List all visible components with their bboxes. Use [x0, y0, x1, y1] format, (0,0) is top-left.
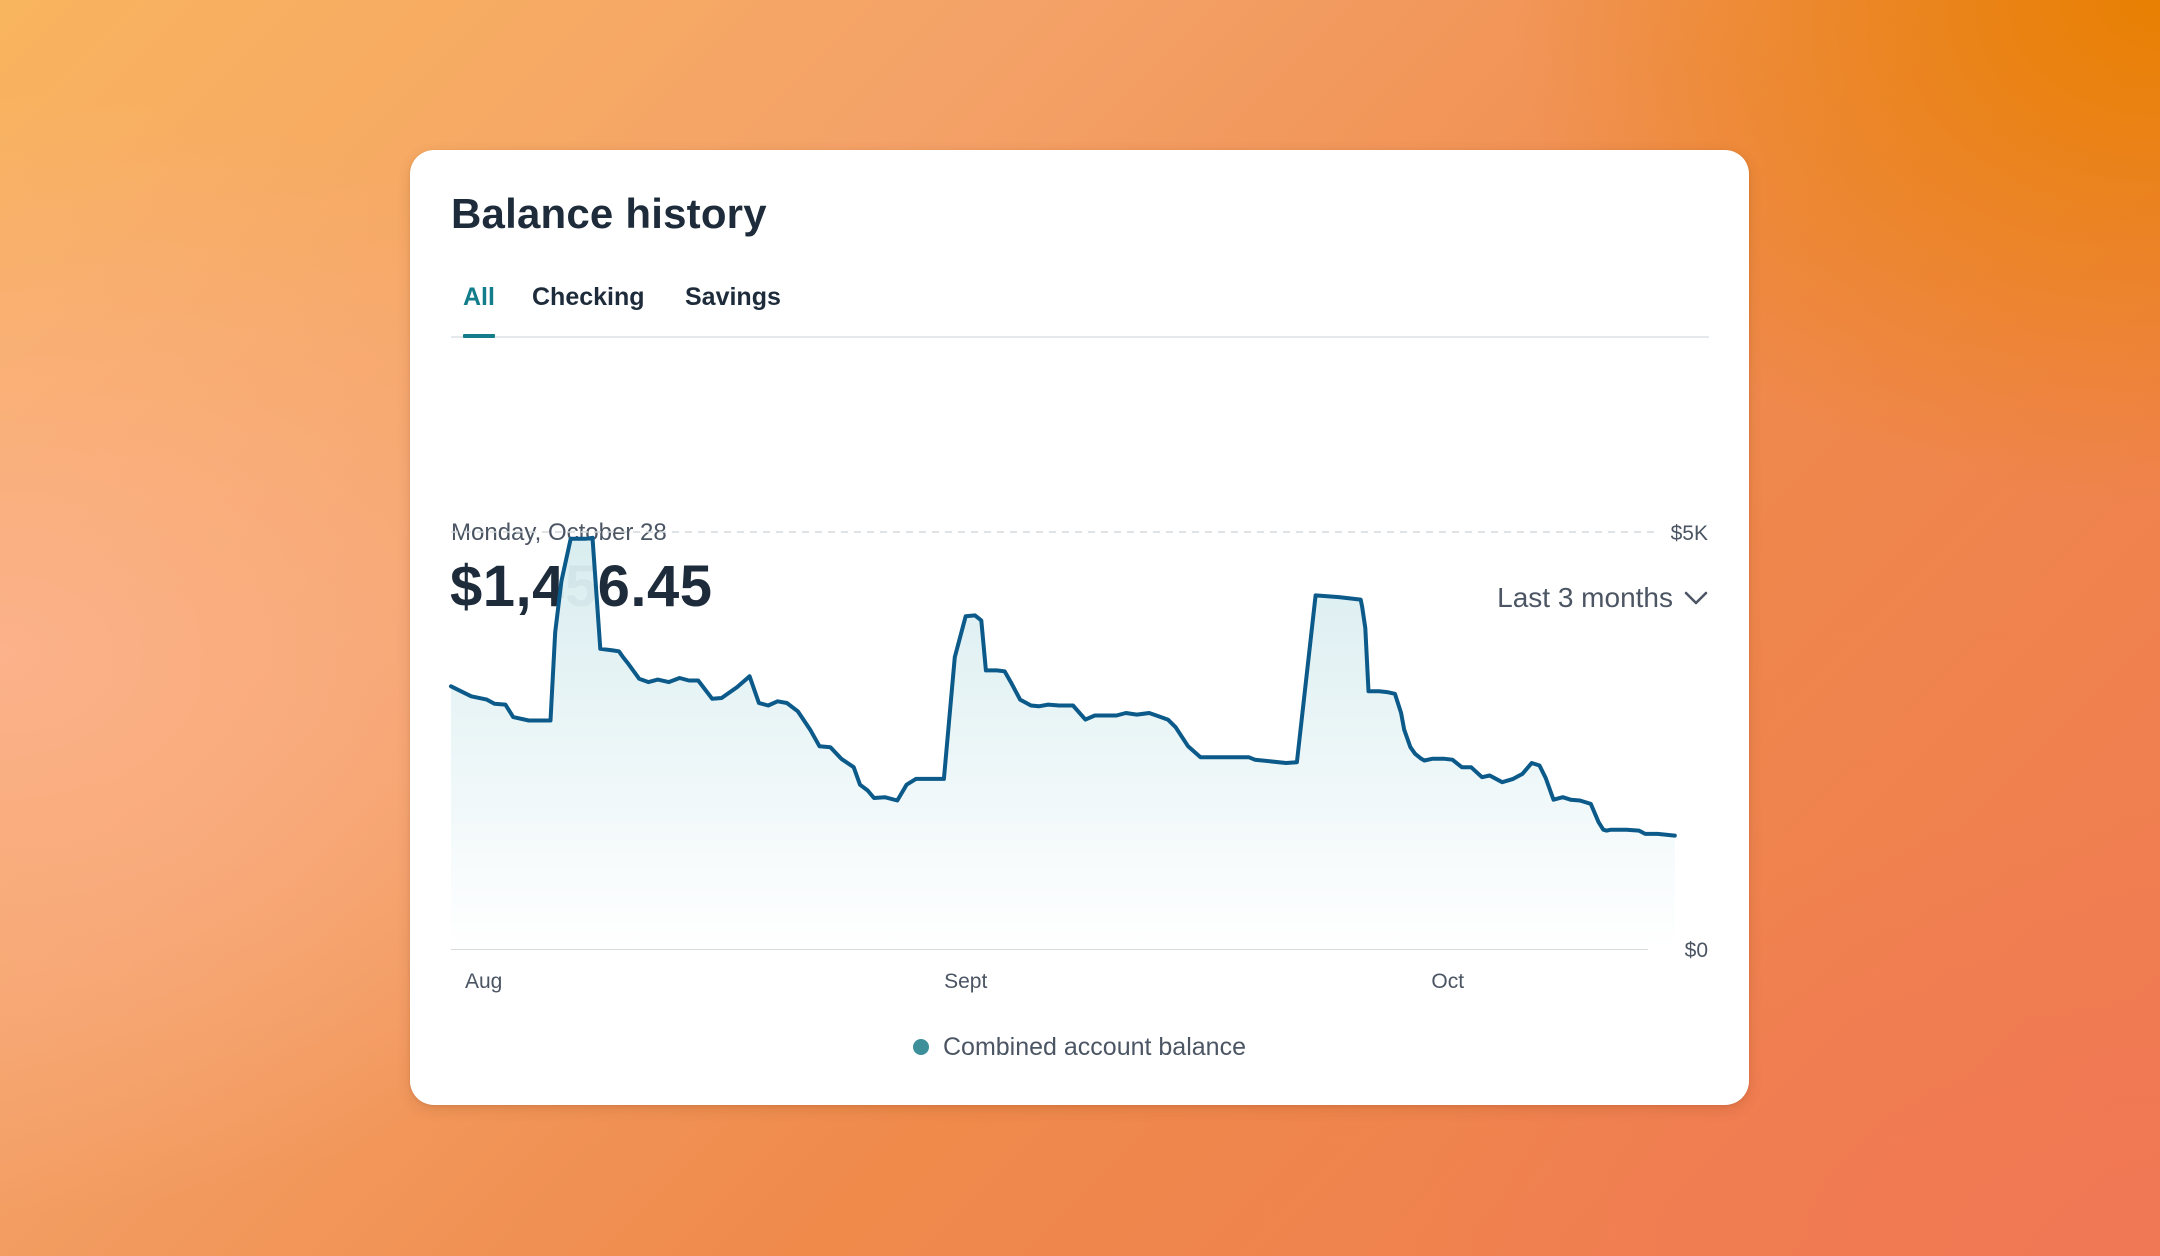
balance-history-card: Balance history All Checking Savings Mon…	[410, 150, 1749, 1105]
x-tick-label: Oct	[1431, 970, 1464, 993]
balance-chart: $5K $0 Aug Sept Oct	[449, 522, 1708, 993]
y-tick-label: $5K	[1671, 522, 1708, 545]
card-title: Balance history	[451, 190, 767, 237]
chevron-down-icon	[1684, 591, 1708, 605]
range-selector[interactable]: Last 3 months	[1497, 580, 1709, 616]
chart-legend: Combined account balance	[410, 1030, 1749, 1064]
y-tick-label: $0	[1685, 939, 1708, 962]
x-tick-label: Sept	[944, 970, 987, 993]
tab-savings[interactable]: Savings	[685, 283, 781, 311]
balance-area	[451, 537, 1675, 949]
tab-all[interactable]: All	[463, 280, 495, 338]
legend-label: Combined account balance	[943, 1033, 1246, 1061]
account-tabs: All Checking Savings	[451, 280, 1709, 338]
range-selector-label: Last 3 months	[1497, 582, 1673, 613]
legend-dot	[913, 1039, 929, 1055]
x-tick-label: Aug	[465, 970, 502, 993]
balance-line	[449, 535, 1677, 838]
tab-checking[interactable]: Checking	[532, 283, 645, 311]
